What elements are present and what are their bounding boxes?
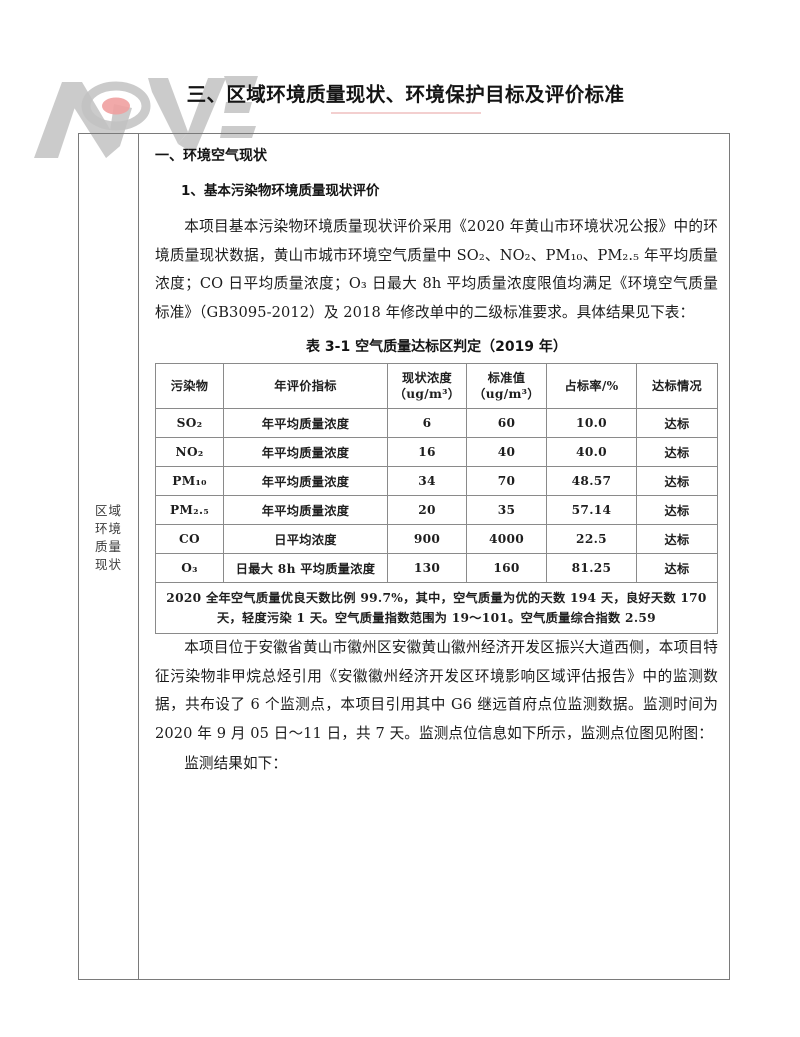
cell-pollutant: NO₂: [155, 437, 224, 467]
sidebar-label-line-0: 区域: [94, 503, 122, 518]
sidebar-label-line-3: 现状: [94, 557, 122, 572]
cell-pollutant: SO₂: [155, 408, 224, 438]
cell-ratio: 10.0: [546, 408, 637, 438]
title-underline-rule: [330, 112, 481, 114]
cell-current: 130: [387, 553, 467, 583]
document-title-block: 三、区域环境质量现状、环境保护目标及评价标准: [78, 78, 733, 114]
document-content-frame: 区域 环境 质量 现状 一、环境空气现状 1、基本污染物环境质量现状评价 本项目…: [78, 133, 730, 980]
cell-standard: 60: [466, 408, 547, 438]
table-caption: 表 3-1 空气质量达标区判定（2019 年）: [306, 339, 567, 355]
table-header-current-line2: （ug/m³）: [393, 387, 461, 401]
cell-status: 达标: [636, 524, 718, 554]
table-header-standard-line2: （ug/m³）: [473, 387, 540, 401]
cell-pollutant: O₃: [155, 553, 224, 583]
cell-indicator: 年平均质量浓度: [223, 437, 388, 467]
subsection-heading-basic-pollutants: 1、基本污染物环境质量现状评价: [181, 183, 380, 199]
cell-indicator: 日平均浓度: [223, 524, 388, 554]
cell-status: 达标: [636, 408, 718, 438]
cell-status: 达标: [636, 466, 718, 496]
table-header-row: 污染物 年评价指标 现状浓度 （ug/m³） 标准值 （ug/m³） 占标率/%: [155, 363, 718, 409]
cell-status: 达标: [636, 495, 718, 525]
table-row: SO₂ 年平均质量浓度 6 60 10.0 达标: [155, 408, 718, 438]
table-header-ratio-line1: 占标率/%: [564, 379, 619, 393]
cell-ratio: 48.57: [546, 466, 637, 496]
cell-current: 16: [387, 437, 467, 467]
air-quality-attainment-table: 污染物 年评价指标 现状浓度 （ug/m³） 标准值 （ug/m³） 占标率/%: [155, 363, 718, 634]
cell-ratio: 40.0: [546, 437, 637, 467]
table-header-standard-line1: 标准值: [487, 371, 526, 385]
table-row: O₃ 日最大 8h 平均质量浓度 130 160 81.25 达标: [155, 553, 718, 583]
cell-pollutant: PM₁₀: [155, 466, 224, 496]
table-note: 2020 全年空气质量优良天数比例 99.7%，其中，空气质量为优的天数 194…: [155, 582, 718, 634]
paragraph-basic-pollutant-evaluation: 本项目基本污染物环境质量现状评价采用《2020 年黄山市环境状况公报》中的环境质…: [155, 218, 718, 321]
cell-pollutant: PM₂.₅: [155, 495, 224, 525]
table-header-status: 达标情况: [636, 363, 718, 409]
table-header-current-concentration: 现状浓度 （ug/m³）: [387, 363, 467, 409]
cell-pollutant: CO: [155, 524, 224, 554]
table-row: PM₁₀ 年平均质量浓度 34 70 48.57 达标: [155, 466, 718, 496]
paragraph-project-location: 本项目位于安徽省黄山市徽州区安徽黄山徽州经济开发区振兴大道西侧，本项目特征污染物…: [155, 639, 718, 742]
cell-standard: 4000: [466, 524, 547, 554]
cell-current: 900: [387, 524, 467, 554]
table-header-standard-value: 标准值 （ug/m³）: [466, 363, 547, 409]
cell-indicator: 年平均质量浓度: [223, 408, 388, 438]
cell-indicator: 日最大 8h 平均质量浓度: [223, 553, 388, 583]
cell-standard: 160: [466, 553, 547, 583]
section-heading-air-quality: 一、环境空气现状: [155, 148, 267, 164]
table-header-status-line1: 达标情况: [652, 379, 702, 393]
sidebar-label-line-2: 质量: [94, 539, 122, 554]
table-header-pollutant: 污染物: [155, 363, 224, 409]
cell-indicator: 年平均质量浓度: [223, 495, 388, 525]
cell-ratio: 57.14: [546, 495, 637, 525]
paragraph-monitoring-results-lead: 监测结果如下：: [184, 755, 288, 772]
page-title: 三、区域环境质量现状、环境保护目标及评价标准: [186, 83, 625, 106]
cell-ratio: 81.25: [546, 553, 637, 583]
table-row: NO₂ 年平均质量浓度 16 40 40.0 达标: [155, 437, 718, 467]
sidebar-label-line-1: 环境: [94, 521, 122, 536]
cell-current: 34: [387, 466, 467, 496]
main-content-column: 一、环境空气现状 1、基本污染物环境质量现状评价 本项目基本污染物环境质量现状评…: [139, 134, 732, 979]
cell-indicator: 年平均质量浓度: [223, 466, 388, 496]
table-header-indicator-line1: 年评价指标: [274, 379, 337, 393]
cell-status: 达标: [636, 553, 718, 583]
cell-standard: 40: [466, 437, 547, 467]
cell-current: 20: [387, 495, 467, 525]
table-row: PM₂.₅ 年平均质量浓度 20 35 57.14 达标: [155, 495, 718, 525]
table-row: CO 日平均浓度 900 4000 22.5 达标: [155, 524, 718, 554]
table-header-indicator: 年评价指标: [223, 363, 388, 409]
cell-standard: 70: [466, 466, 547, 496]
table-header-pollutant-line1: 污染物: [170, 379, 209, 393]
sidebar-vertical-label: 区域 环境 质量 现状: [79, 502, 138, 574]
table-note-row: 2020 全年空气质量优良天数比例 99.7%，其中，空气质量为优的天数 194…: [155, 582, 718, 634]
sidebar-label-column: 区域 环境 质量 现状: [79, 134, 139, 979]
table-header-current-line1: 现状浓度: [402, 371, 452, 385]
cell-standard: 35: [466, 495, 547, 525]
cell-ratio: 22.5: [546, 524, 637, 554]
table-header-ratio: 占标率/%: [546, 363, 637, 409]
cell-status: 达标: [636, 437, 718, 467]
cell-current: 6: [387, 408, 467, 438]
